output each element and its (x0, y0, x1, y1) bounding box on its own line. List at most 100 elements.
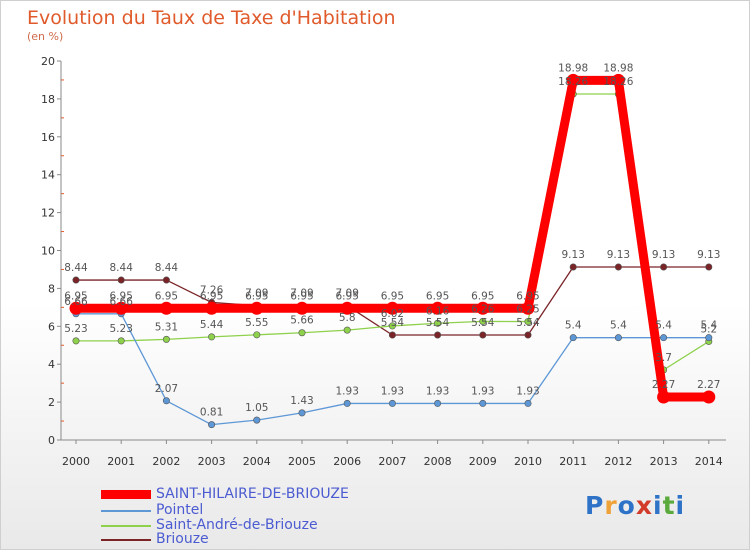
data-point (434, 331, 442, 339)
data-label: 5.54 (516, 317, 540, 329)
data-label: 1.05 (245, 402, 268, 414)
data-point (614, 334, 622, 342)
data-label: 5.8 (339, 312, 356, 324)
data-label: 18.26 (603, 76, 633, 88)
data-label: 6.25 (516, 304, 539, 316)
data-point (117, 276, 125, 284)
data-label: 6.95 (516, 290, 539, 302)
data-label: 6.95 (336, 290, 359, 302)
legend-label-pointel: Pointel (156, 502, 204, 518)
data-label: 6.95 (471, 290, 494, 302)
legend-label-saint-hilaire: SAINT-HILAIRE-DE-BRIOUZE (156, 486, 349, 502)
data-point (524, 318, 532, 326)
data-point (702, 390, 716, 404)
data-point (208, 421, 216, 429)
data-point (385, 301, 399, 315)
legend-swatch-saint-hilaire (101, 490, 151, 499)
x-tick-label: 2004 (243, 455, 271, 468)
legend-label-saint-andre: Saint-André-de-Briouze (156, 517, 318, 533)
data-point (205, 301, 219, 315)
data-point (253, 331, 261, 339)
data-label: 6.02 (381, 308, 404, 320)
data-label: 5.66 (290, 315, 314, 327)
data-label: 5.31 (155, 321, 178, 333)
legend-swatch-saint-andre (101, 525, 151, 527)
x-tick-label: 2008 (424, 455, 452, 468)
x-tick-label: 2002 (152, 455, 180, 468)
data-label: 8.44 (110, 262, 134, 274)
data-label: 9.13 (607, 249, 630, 261)
data-point (660, 263, 668, 271)
data-point (566, 73, 580, 87)
data-label: 9.13 (562, 249, 585, 261)
x-tick-label: 2012 (604, 455, 632, 468)
data-point (388, 399, 396, 407)
data-label: 1.93 (336, 385, 359, 397)
data-point (611, 73, 625, 87)
data-label: 6.16 (426, 305, 450, 317)
y-tick-label: 14 (41, 169, 55, 182)
data-label: 5.4 (610, 320, 627, 332)
y-tick-label: 20 (41, 55, 55, 68)
data-label: 6.26 (471, 303, 495, 315)
x-tick-label: 2000 (62, 455, 90, 468)
data-label: 2.27 (697, 379, 720, 391)
data-point (569, 263, 577, 271)
data-label: 2.07 (155, 383, 178, 395)
x-tick-label: 2009 (469, 455, 497, 468)
data-point (114, 301, 128, 315)
data-label: 6.66 (64, 296, 88, 308)
data-label: 5.23 (110, 323, 133, 335)
data-label: 1.93 (426, 385, 449, 397)
y-tick-label: 6 (48, 320, 55, 333)
data-point (117, 337, 125, 345)
data-label: 6.95 (245, 290, 268, 302)
data-point (343, 326, 351, 334)
data-point (434, 399, 442, 407)
data-point (657, 390, 671, 404)
x-tick-label: 2003 (198, 455, 226, 468)
data-label: 6.95 (426, 290, 449, 302)
logo-letter: o (617, 491, 636, 520)
logo-letter: x (635, 491, 653, 520)
data-label: 2.27 (652, 379, 675, 391)
data-point (660, 334, 668, 342)
data-label: 6.95 (110, 290, 133, 302)
data-label: 5.4 (565, 320, 582, 332)
data-point (72, 337, 80, 345)
data-label: 7.09 (336, 288, 359, 300)
data-point (159, 301, 173, 315)
legend-swatch-briouze (101, 539, 151, 541)
data-label: 6.95 (200, 290, 223, 302)
data-point (388, 331, 396, 339)
data-point (569, 334, 577, 342)
chart-title: Evolution du Taux de Taxe d'Habitation (27, 7, 396, 29)
x-tick-label: 2001 (107, 455, 135, 468)
data-label: 5.55 (245, 317, 268, 329)
data-point (69, 301, 83, 315)
data-point (614, 263, 622, 271)
y-tick-label: 8 (48, 282, 55, 295)
y-tick-label: 12 (41, 207, 55, 220)
data-point (162, 397, 170, 405)
data-label: 6.95 (155, 290, 178, 302)
x-tick-label: 2007 (378, 455, 406, 468)
data-label: 6.95 (290, 290, 313, 302)
data-point (388, 322, 396, 330)
y-tick-label: 2 (48, 396, 55, 409)
proxiti-logo: Proxiti (585, 491, 685, 520)
data-label: 9.13 (697, 249, 720, 261)
data-label: 18.26 (558, 76, 588, 88)
y-tick-label: 0 (48, 434, 55, 447)
data-point (524, 331, 532, 339)
data-point (162, 276, 170, 284)
data-point (705, 263, 713, 271)
x-tick-label: 2005 (288, 455, 316, 468)
data-label: 1.93 (471, 385, 494, 397)
data-point (162, 335, 170, 343)
data-label: 5.4 (700, 320, 717, 332)
logo-letter: t (662, 491, 676, 520)
data-point (434, 319, 442, 327)
data-label: 7.26 (200, 284, 224, 296)
